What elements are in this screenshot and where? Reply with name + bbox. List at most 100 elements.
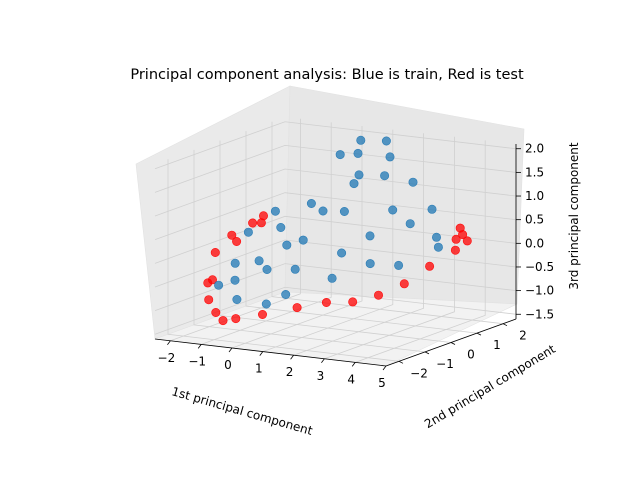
test-data-point [462,236,472,246]
x-tick-mark [290,354,294,360]
x-grid-line [324,136,455,360]
z-grid-line [154,121,517,170]
train-data-point [261,299,271,309]
train-data-point [232,294,242,304]
train-data-point [339,207,349,217]
test-data-point [399,279,409,289]
x-tick-label: 4 [347,372,355,386]
x-grid-line [262,129,394,352]
train-data-point [230,258,240,268]
z-tick-label: −1.0 [525,284,554,298]
train-data-point [356,135,366,145]
x-tick-label: −2 [158,351,176,365]
x-tick-mark [382,365,387,371]
x-grid-line [201,122,332,345]
z-tick-label: 2.0 [525,142,544,156]
axes [154,144,521,371]
train-data-point [380,171,390,181]
train-data-point [230,275,240,285]
x-tick-label: 2 [286,365,294,379]
test-data-point [348,297,358,307]
z-grid-line [154,286,517,335]
train-data-point [282,240,292,250]
y-tick-label: −1 [436,357,454,371]
x-tick-mark [321,358,325,364]
train-data-point [388,205,398,215]
y-tick-mark [502,323,508,327]
x-axis-label: 1st principal component [170,384,314,438]
x-grid-line [293,133,425,356]
y-tick-label: 2 [519,329,527,343]
x-tick-mark [197,344,202,349]
train-data-point [262,264,272,274]
test-data-point [257,309,267,319]
x-tick-mark [228,347,233,353]
test-data-point [204,295,214,305]
z-tick-label: 1.5 [525,165,544,179]
train-data-point [353,148,363,158]
train-data-point [298,235,308,245]
test-data-point [231,314,241,324]
y-grid-line [193,149,426,353]
train-data-point [365,259,375,269]
test-data-point [211,307,221,317]
train-data-point [254,256,264,266]
train-data-point [381,136,391,146]
z-tick-label: 0.5 [525,213,544,227]
z-tick-label: 0.0 [525,236,544,250]
train-data-point [394,260,404,270]
train-data-point [427,204,437,214]
z-tick-label: −1.5 [525,307,554,321]
test-data-point [455,223,465,233]
x-tick-mark [167,340,171,346]
y-grid-line [219,140,452,343]
x-axis-line [154,338,387,367]
train-data-point [405,219,415,229]
train-data-point [431,232,441,242]
x-tick-mark [351,362,356,367]
test-data-point [373,290,383,300]
chart-title: Principal component analysis: Blue is tr… [130,67,524,83]
train-data-point [276,223,286,233]
train-data-point [243,227,253,237]
train-data-point [281,289,291,299]
test-data-point [292,303,302,313]
y-tick-label: −2 [410,366,428,380]
train-data-point [306,199,316,209]
y-tick-mark [398,360,404,364]
train-data-point [349,179,359,189]
train-data-point [408,177,418,187]
z-axis-label: 3rd principal component [567,142,581,290]
train-data-point [337,248,347,258]
train-data-point [433,242,443,252]
test-data-point [218,316,228,326]
train-data-point [318,206,328,216]
z-grid-line [154,239,517,288]
z-tick-label: −0.5 [525,260,554,274]
z-grid-line [154,263,517,311]
scatter-points [203,135,472,326]
z-grid-line [154,192,517,241]
test-data-point [227,230,237,240]
test-data-point [210,248,220,258]
x-grid-line [231,126,363,349]
test-data-point [248,218,258,228]
tick-labels: −2 −1 0 1 2 3 4 5 −2 −1 0 1 2 −1.5 −1.0 −0.5 0.0 0.5 1.0 1.… [158,142,555,390]
z-grid-line [154,168,517,217]
train-data-point [214,280,224,290]
y-grid-line [271,121,504,325]
y-tick-mark [450,342,456,345]
test-data-point [203,278,213,288]
y-tick-mark [424,351,430,355]
right-back-pane [284,85,525,305]
x-tick-label: 0 [224,358,232,372]
test-data-point [451,234,461,244]
x-tick-label: 5 [378,376,386,390]
x-grid-line [170,118,301,342]
x-grid-line [355,140,486,363]
test-data-point [232,237,242,247]
y-tick-label: 1 [493,338,501,352]
test-data-point [256,218,266,228]
z-grid-line [154,144,517,193]
